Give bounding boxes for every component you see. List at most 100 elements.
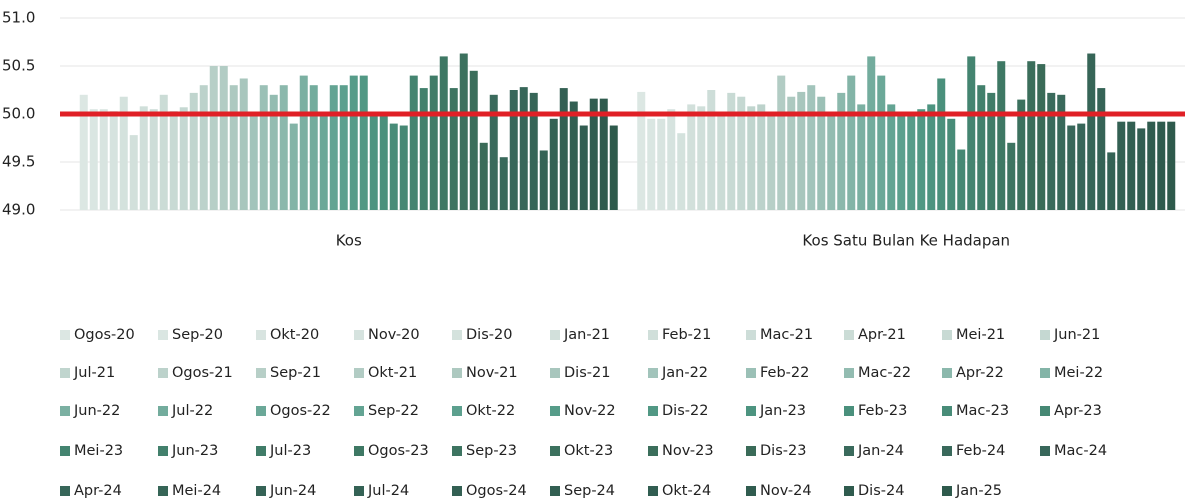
bar <box>967 56 976 211</box>
bar <box>857 104 866 210</box>
bar <box>149 109 158 210</box>
bar <box>1067 125 1076 210</box>
legend-swatch <box>746 406 756 416</box>
legend-label: Jul-22 <box>171 403 213 419</box>
bar <box>359 75 368 210</box>
bar <box>1117 121 1126 210</box>
bar <box>1017 99 1026 210</box>
bar <box>977 85 986 210</box>
bar <box>777 75 786 210</box>
legend-label: Ogos-21 <box>172 365 233 381</box>
bar <box>369 114 378 210</box>
legend-label: Dis-24 <box>858 483 904 499</box>
bar <box>807 85 816 210</box>
bar <box>259 85 268 210</box>
bar <box>599 98 608 210</box>
legend-swatch <box>354 406 364 416</box>
y-tick-label: 49.5 <box>2 153 35 171</box>
bar <box>419 88 428 210</box>
bar <box>917 109 926 210</box>
bar <box>439 56 448 211</box>
legend-label: Sep-22 <box>368 403 419 419</box>
legend-label: Ogos-24 <box>466 483 527 499</box>
bar <box>757 104 766 210</box>
legend-label: Dis-21 <box>564 365 610 381</box>
legend-label: Nov-23 <box>662 443 714 459</box>
bar <box>229 85 238 210</box>
legend-swatch <box>256 368 266 378</box>
legend-label: Mac-21 <box>760 327 813 343</box>
bar <box>159 94 168 210</box>
legend-swatch <box>158 486 168 496</box>
bar <box>687 104 696 210</box>
legend-swatch <box>550 406 560 416</box>
bar <box>947 118 956 210</box>
legend-swatch <box>844 446 854 456</box>
legend-label: Sep-20 <box>172 327 223 343</box>
bar <box>109 111 118 210</box>
legend-label: Mei-21 <box>956 327 1005 343</box>
bar <box>1047 92 1056 210</box>
bar <box>309 85 318 210</box>
legend-label: Nov-22 <box>564 403 616 419</box>
legend-label: Feb-24 <box>956 443 1005 459</box>
legend-label: Jul-24 <box>367 483 409 499</box>
bar <box>489 94 498 210</box>
legend-label: Jan-21 <box>563 327 610 343</box>
bar <box>787 96 796 210</box>
legend-label: Jan-25 <box>955 483 1002 499</box>
bar <box>459 53 468 210</box>
legend-label: Ogos-23 <box>368 443 429 459</box>
legend-label: Nov-21 <box>466 365 518 381</box>
legend-label: Sep-21 <box>270 365 321 381</box>
bar <box>877 75 886 210</box>
bar <box>1037 64 1046 210</box>
bar <box>797 91 806 210</box>
bar <box>169 111 178 210</box>
bar <box>379 114 388 210</box>
bar <box>1167 121 1176 210</box>
bar <box>249 114 258 210</box>
legend-swatch <box>452 406 462 416</box>
bar <box>289 123 298 210</box>
bar <box>727 92 736 210</box>
legend-label: Nov-20 <box>368 327 420 343</box>
bar <box>767 114 776 210</box>
bar <box>1097 88 1106 210</box>
y-tick-label: 50.5 <box>2 57 35 75</box>
bar <box>997 61 1006 211</box>
legend-swatch <box>452 446 462 456</box>
legend-label: Apr-24 <box>74 483 122 499</box>
bar <box>139 106 148 210</box>
bar <box>539 150 548 210</box>
legend-label: Apr-22 <box>956 365 1004 381</box>
legend-label: Mac-23 <box>956 403 1009 419</box>
bar <box>389 123 398 210</box>
bar <box>1007 142 1016 210</box>
legend-swatch <box>550 486 560 496</box>
legend-swatch <box>844 486 854 496</box>
legend-swatch <box>648 368 658 378</box>
legend-label: Jan-24 <box>857 443 904 459</box>
bar <box>429 75 438 210</box>
bar <box>697 106 706 210</box>
legend-swatch <box>60 330 70 340</box>
legend-label: Dis-22 <box>662 403 708 419</box>
legend-swatch <box>256 406 266 416</box>
bar <box>219 66 228 210</box>
bar <box>409 75 418 210</box>
bar <box>509 90 518 210</box>
bar <box>339 85 348 210</box>
bar <box>747 106 756 210</box>
legend-swatch <box>158 406 168 416</box>
bar <box>1057 94 1066 210</box>
legend-label: Ogos-20 <box>74 327 135 343</box>
bar <box>657 118 666 210</box>
legend-label: Ogos-22 <box>270 403 331 419</box>
legend-label: Feb-23 <box>858 403 907 419</box>
legend-swatch <box>942 368 952 378</box>
legend-swatch <box>60 446 70 456</box>
x-tick-label: Kos <box>336 232 362 250</box>
bar <box>479 142 488 210</box>
bar <box>1127 121 1136 210</box>
